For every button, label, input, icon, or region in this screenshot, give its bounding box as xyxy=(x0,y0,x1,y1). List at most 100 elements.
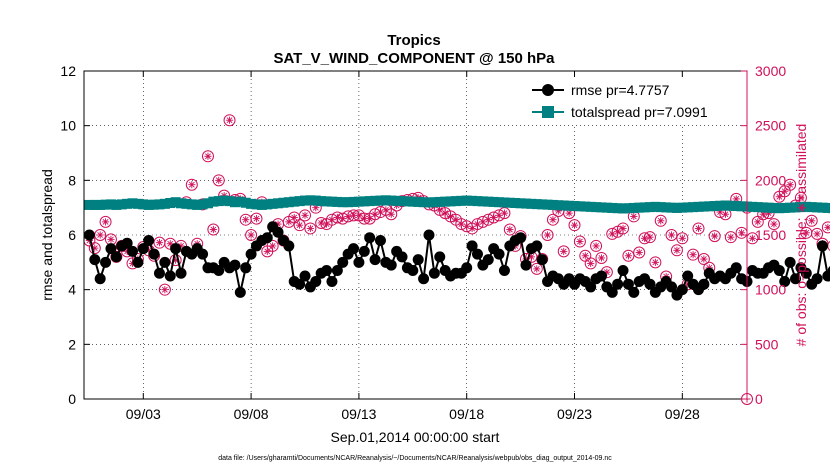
totalspread-point xyxy=(477,196,488,207)
totalspread-point xyxy=(429,197,440,208)
totalspread-point xyxy=(186,199,197,210)
obs-marker xyxy=(617,222,630,235)
rmse-point xyxy=(310,275,322,287)
totalspread-point xyxy=(671,202,682,213)
totalspread-point xyxy=(504,197,515,208)
rmse-point xyxy=(89,254,101,266)
obs-marker xyxy=(784,178,797,191)
totalspread-point xyxy=(434,196,445,207)
obs-marker xyxy=(590,239,603,252)
rmse-point xyxy=(461,262,473,274)
totalspread-point xyxy=(413,196,424,207)
obs-marker xyxy=(724,231,737,244)
totalspread-point xyxy=(116,199,127,210)
rmse-point xyxy=(348,243,360,255)
totalspread-point xyxy=(246,198,257,209)
rmse-point xyxy=(628,286,640,298)
totalspread-point xyxy=(580,201,591,212)
totalspread-point xyxy=(181,198,192,209)
totalspread-point xyxy=(305,195,316,206)
left-y-tick-label: 0 xyxy=(68,391,76,407)
totalspread-point xyxy=(752,202,763,213)
totalspread-point xyxy=(300,195,310,206)
totalspread-point xyxy=(375,195,386,206)
totalspread-point xyxy=(596,202,607,213)
rmse-point xyxy=(816,240,828,252)
totalspread-point xyxy=(467,195,478,206)
rmse-point xyxy=(197,248,209,260)
obs-marker xyxy=(751,215,764,228)
rmse-point xyxy=(105,243,117,255)
rmse-point xyxy=(337,256,349,268)
obs-marker xyxy=(676,232,689,245)
totalspread-point xyxy=(655,202,666,213)
x-axis: 09/03 09/08 09/13 09/18 09/23 09/28 xyxy=(126,71,700,422)
totalspread-point xyxy=(591,202,602,213)
rmse-point xyxy=(294,278,306,290)
totalspread-point xyxy=(768,202,779,213)
obs-marker xyxy=(767,218,780,231)
totalspread-point xyxy=(488,196,499,207)
rmse-point xyxy=(515,232,527,244)
rmse-point xyxy=(822,270,830,282)
totalspread-point xyxy=(289,196,300,207)
totalspread-point xyxy=(812,202,823,213)
totalspread-point xyxy=(370,195,381,206)
legend-box xyxy=(527,77,739,125)
obs-marker xyxy=(557,245,570,258)
totalspread-point xyxy=(380,195,391,206)
rmse-point xyxy=(800,267,812,279)
totalspread-point xyxy=(628,202,639,213)
legend-totalspread-marker xyxy=(542,106,554,118)
rmse-point xyxy=(261,232,273,244)
totalspread-point xyxy=(229,197,240,208)
obs-marker xyxy=(239,213,252,226)
obs-marker xyxy=(643,231,656,244)
rmse-point xyxy=(374,234,386,246)
rmse-point xyxy=(606,286,618,298)
totalspread-point xyxy=(95,199,106,210)
totalspread-point xyxy=(494,197,505,208)
totalspread-point xyxy=(359,196,370,207)
totalspread-point xyxy=(170,197,181,208)
rmse-point xyxy=(466,240,478,252)
totalspread-point xyxy=(278,197,289,208)
totalspread-point xyxy=(235,196,246,207)
obs-marker xyxy=(697,253,710,266)
obs-marker xyxy=(158,283,171,296)
obs-marker xyxy=(541,229,554,241)
totalspread-point xyxy=(644,202,655,213)
totalspread-point xyxy=(661,202,672,213)
rmse-point xyxy=(423,229,435,241)
rmse-point xyxy=(644,278,656,290)
totalspread-point xyxy=(634,202,645,213)
totalspread-series xyxy=(84,195,830,214)
obs-marker xyxy=(584,257,597,270)
left-y-tick-label: 6 xyxy=(68,227,76,243)
rmse-point xyxy=(698,278,710,290)
x-tick-label: 09/28 xyxy=(665,406,700,422)
totalspread-point xyxy=(499,197,510,208)
obs-marker xyxy=(692,222,705,235)
totalspread-point xyxy=(531,199,542,210)
totalspread-point xyxy=(316,196,327,207)
rmse-point xyxy=(730,262,742,274)
totalspread-point xyxy=(149,199,160,210)
rmse-point xyxy=(283,240,295,252)
rmse-point xyxy=(385,259,397,271)
rmse-point xyxy=(245,248,257,260)
obs-marker xyxy=(223,114,236,127)
rmse-point xyxy=(493,248,505,260)
obs-marker xyxy=(153,236,166,249)
x-tick-label: 09/23 xyxy=(557,406,592,422)
totalspread-point xyxy=(510,198,521,209)
obs-marker xyxy=(568,219,581,232)
right-y-axis: 0 500 1000 1500 2000 2500 3000 xyxy=(741,63,786,407)
right-y-tick-label: 0 xyxy=(755,391,763,407)
totalspread-point xyxy=(817,202,828,213)
totalspread-point xyxy=(736,201,747,212)
obs-marker xyxy=(735,226,748,239)
rmse-point xyxy=(595,270,607,282)
totalspread-point xyxy=(725,200,736,211)
